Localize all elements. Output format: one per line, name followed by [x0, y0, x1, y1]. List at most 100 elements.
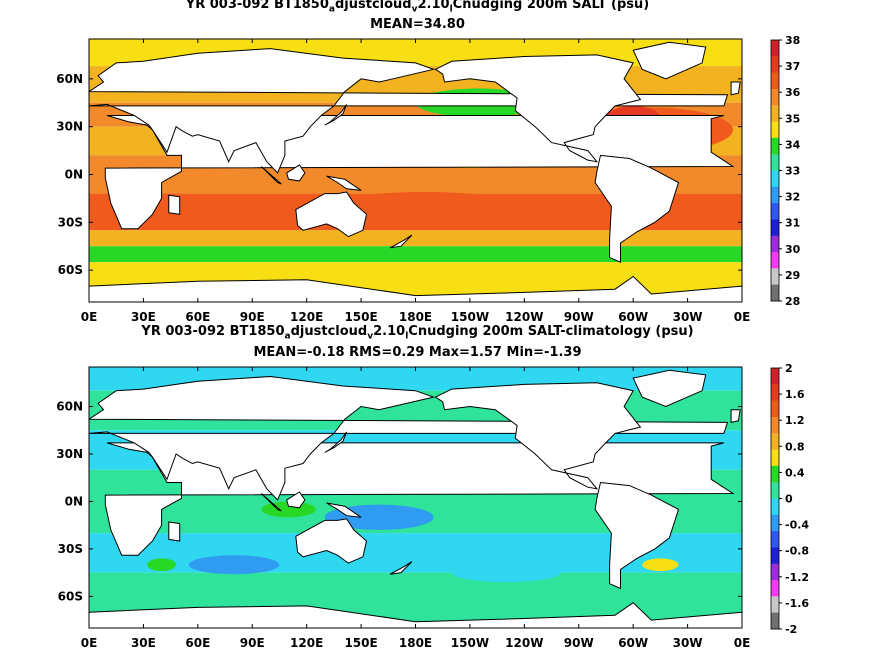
colorbar-swatch — [771, 596, 779, 614]
ocean-field-1 — [89, 367, 742, 628]
x-tick-label: 150E — [344, 636, 377, 650]
colorbar-swatch — [771, 137, 779, 155]
land-mass — [594, 154, 680, 263]
y-tick-label: 30S — [58, 542, 83, 556]
y-tick-label: 30N — [56, 120, 83, 134]
colorbar-tick-label: -2 — [785, 623, 797, 636]
colorbar-swatch — [771, 121, 779, 139]
land-mass — [295, 191, 368, 238]
colorbar-swatch — [771, 531, 779, 548]
x-tick-label: 120E — [290, 636, 323, 650]
x-tick-label: 0E — [734, 636, 751, 650]
ocean-feature — [642, 558, 679, 572]
x-tick-label: 30E — [131, 636, 156, 650]
land-mass — [594, 481, 680, 590]
colorbar-tick-label: 28 — [785, 295, 800, 308]
colorbar-swatch — [771, 72, 779, 90]
ocean-band — [89, 230, 742, 247]
colorbar-tick-label: 33 — [785, 165, 800, 178]
colorbar-swatch — [771, 154, 779, 171]
land-mass — [324, 431, 348, 453]
x-tick-label: 90E — [240, 636, 265, 650]
colorbar-tick-label: 38 — [785, 34, 800, 47]
land-mass — [89, 602, 742, 628]
land-mass — [89, 375, 729, 501]
colorbar-swatch — [771, 547, 779, 565]
colorbar-swatch — [771, 105, 779, 123]
y-tick-label: 30N — [56, 447, 83, 461]
land-mass — [286, 491, 306, 509]
colorbar-swatch — [771, 482, 779, 499]
colorbar-tick-label: 36 — [785, 86, 801, 99]
colorbar-tick-label: 32 — [785, 191, 800, 204]
y-tick-label: 30S — [58, 215, 83, 229]
land-mass — [326, 502, 362, 518]
land-mass — [730, 409, 741, 424]
land-mass — [632, 369, 707, 408]
colorbar-swatch — [771, 56, 779, 74]
colorbar-swatch — [771, 612, 779, 630]
land-mass — [434, 382, 642, 490]
x-tick-label: 30W — [673, 310, 703, 324]
top-panel-title: YR 003-092 BT1850adjustcloudv2.10lCnudgi… — [185, 0, 650, 15]
land-mass — [324, 104, 348, 126]
x-tick-label: 0E — [81, 636, 98, 650]
colorbar-tick-label: 35 — [785, 112, 800, 125]
bottom-panel-subtitle: MEAN=-0.18 RMS=0.29 Max=1.57 Min=-1.39 — [253, 345, 582, 360]
ocean-field-0 — [89, 39, 742, 302]
colorbar-swatch — [771, 400, 779, 418]
colorbar-swatch — [771, 252, 779, 269]
x-tick-label: 60E — [185, 636, 210, 650]
ocean-feature — [170, 201, 298, 228]
land-mass — [168, 194, 181, 215]
x-tick-label: 180E — [399, 636, 432, 650]
colorbar-swatch — [771, 433, 779, 451]
colorbar-swatch — [771, 219, 779, 237]
land-mass — [434, 54, 642, 163]
colorbar-tick-label: 31 — [785, 217, 800, 230]
colorbar-swatch — [771, 203, 779, 220]
ocean-feature — [451, 563, 561, 583]
colorbar-tick-label: -0.4 — [785, 519, 809, 532]
x-tick-label: 120W — [505, 636, 543, 650]
land-mass — [260, 166, 282, 185]
colorbar-swatch — [771, 384, 779, 402]
ocean-feature — [147, 558, 177, 572]
x-tick-label: 150W — [451, 636, 489, 650]
bottom-panel-title: YR 003-092 BT1850adjustcloudv2.10lCnudgi… — [141, 324, 694, 342]
colorbar-swatch — [771, 563, 779, 581]
colorbar-tick-label: -1.6 — [785, 597, 809, 610]
colorbar-swatch — [771, 40, 779, 57]
x-tick-label: 60W — [618, 636, 648, 650]
ocean-band — [89, 246, 742, 263]
land-mass — [632, 41, 707, 80]
y-tick-label: 60S — [58, 263, 83, 277]
y-tick-label: 60N — [56, 72, 83, 86]
y-tick-label: 0N — [65, 167, 83, 181]
land-mass — [389, 561, 413, 575]
colorbar-swatch — [771, 498, 779, 516]
land-mass — [295, 518, 368, 564]
ocean-feature — [188, 555, 280, 575]
colorbar-swatch — [771, 235, 779, 253]
x-tick-label: 0E — [734, 310, 751, 324]
colorbar-tick-label: 2 — [785, 362, 793, 375]
colorbar-tick-label: 0.8 — [785, 440, 805, 453]
colorbar-swatch — [771, 416, 779, 434]
y-tick-label: 0N — [65, 494, 83, 508]
colorbar-tick-label: 34 — [785, 138, 801, 151]
colorbar-tick-label: 37 — [785, 60, 800, 73]
land-mass — [326, 175, 362, 191]
colorbar-tick-label: 29 — [785, 269, 800, 282]
land-mass — [389, 234, 413, 249]
x-tick-label: 150W — [451, 310, 489, 324]
land-mass — [730, 81, 741, 96]
x-tick-label: 60W — [618, 310, 648, 324]
colorbar-swatch — [771, 186, 779, 204]
x-tick-label: 90E — [240, 310, 265, 324]
colorbar-swatch — [771, 465, 779, 483]
land-mass — [286, 164, 306, 182]
x-tick-label: 180E — [399, 310, 432, 324]
colorbar-tick-label: 0 — [785, 493, 793, 506]
